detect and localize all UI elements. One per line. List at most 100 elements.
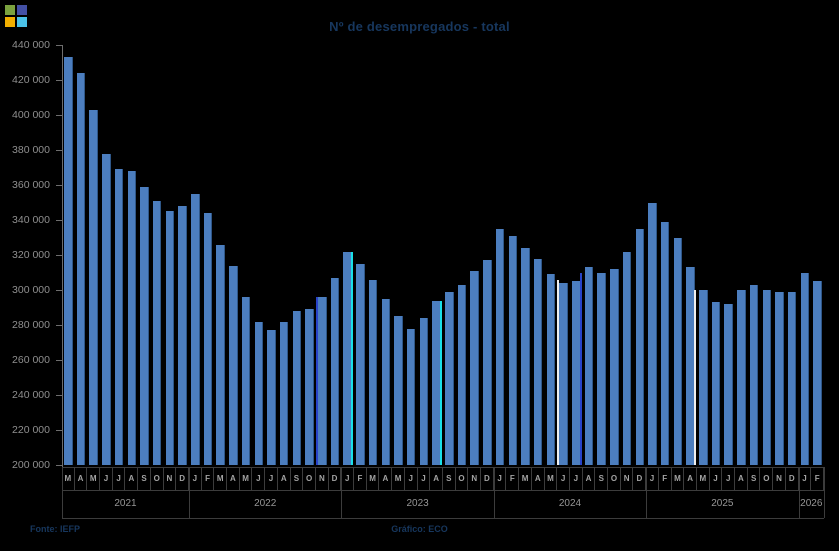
- bar[interactable]: [813, 281, 822, 466]
- bar[interactable]: [114, 169, 124, 466]
- bar[interactable]: [749, 284, 759, 466]
- y-axis-tick-label: 340 000: [12, 214, 50, 226]
- axis-band-line: [62, 467, 824, 468]
- bar[interactable]: [127, 171, 137, 465]
- bar[interactable]: [76, 73, 86, 465]
- year-separator: [493, 467, 495, 518]
- month-label-cell: M: [240, 467, 253, 490]
- bar[interactable]: [470, 270, 479, 466]
- bar[interactable]: [800, 272, 810, 465]
- bar[interactable]: [622, 251, 632, 465]
- y-axis-tick: [56, 290, 62, 291]
- bar[interactable]: [635, 228, 645, 466]
- bar[interactable]: [292, 311, 302, 465]
- bar[interactable]: [737, 290, 746, 465]
- bar[interactable]: [521, 248, 530, 465]
- y-axis-tick-label: 440 000: [12, 39, 50, 51]
- accent-strip: [579, 272, 582, 465]
- y-axis-tick: [56, 220, 62, 221]
- month-label-cell: N: [773, 467, 786, 490]
- bar[interactable]: [279, 321, 289, 465]
- month-label-cell: M: [672, 467, 685, 490]
- y-axis-tick: [56, 360, 62, 361]
- y-axis-tick-label: 200 000: [12, 459, 50, 471]
- bar[interactable]: [267, 330, 276, 466]
- month-label-cell: D: [176, 467, 189, 490]
- y-axis-tick: [56, 185, 62, 186]
- month-label-cell: F: [354, 467, 367, 490]
- year-separator: [798, 467, 800, 518]
- bar[interactable]: [381, 298, 391, 466]
- month-label-cell: A: [735, 467, 748, 490]
- bar[interactable]: [254, 321, 264, 465]
- bar[interactable]: [165, 211, 175, 466]
- bar[interactable]: [406, 328, 416, 465]
- app-logo-icon[interactable]: [5, 5, 28, 28]
- bar[interactable]: [356, 263, 365, 466]
- bar[interactable]: [229, 265, 238, 465]
- bar[interactable]: [152, 200, 162, 466]
- bar[interactable]: [102, 153, 111, 465]
- month-label-cell: J: [646, 467, 659, 490]
- bar[interactable]: [178, 206, 187, 465]
- bar[interactable]: [699, 290, 708, 465]
- bar[interactable]: [775, 291, 784, 466]
- month-label-cell: N: [316, 467, 329, 490]
- logo-square-green: [5, 5, 15, 15]
- bar[interactable]: [318, 297, 327, 465]
- year-label: 2021: [114, 498, 137, 509]
- bar[interactable]: [559, 283, 568, 465]
- month-label-cell: O: [303, 467, 316, 490]
- bar[interactable]: [216, 244, 225, 465]
- bar[interactable]: [368, 279, 378, 465]
- month-label-cell: S: [748, 467, 761, 490]
- month-label-cell: S: [138, 467, 151, 490]
- month-label-cell: D: [481, 467, 494, 490]
- bar[interactable]: [89, 109, 98, 466]
- bar[interactable]: [711, 302, 721, 466]
- bar[interactable]: [419, 318, 429, 465]
- bar[interactable]: [140, 186, 149, 466]
- bar[interactable]: [305, 309, 314, 466]
- bar[interactable]: [64, 57, 73, 466]
- y-axis-tick: [56, 430, 62, 431]
- month-label-cell: D: [634, 467, 647, 490]
- bar[interactable]: [610, 269, 619, 465]
- y-axis-tick-label: 260 000: [12, 354, 50, 366]
- bar[interactable]: [495, 228, 505, 466]
- bar[interactable]: [648, 202, 657, 465]
- bar[interactable]: [508, 235, 518, 466]
- y-axis-tick-label: 380 000: [12, 144, 50, 156]
- year-label: 2022: [254, 498, 277, 509]
- bar[interactable]: [660, 221, 670, 466]
- month-label-cell: M: [214, 467, 228, 490]
- month-label-cell: F: [811, 467, 824, 490]
- bar[interactable]: [724, 304, 733, 465]
- bar[interactable]: [241, 297, 251, 465]
- bar[interactable]: [673, 237, 683, 465]
- bar[interactable]: [191, 193, 200, 466]
- bar[interactable]: [457, 284, 467, 466]
- year-label: 2026: [800, 498, 823, 509]
- month-label-cell: N: [164, 467, 177, 490]
- y-axis-tick: [56, 465, 62, 466]
- bar[interactable]: [787, 291, 797, 466]
- y-axis-tick-label: 300 000: [12, 284, 50, 296]
- month-label-cell: J: [494, 467, 507, 490]
- month-label-cell: M: [367, 467, 380, 490]
- bar[interactable]: [546, 274, 556, 466]
- bar[interactable]: [533, 258, 543, 465]
- bar[interactable]: [203, 213, 213, 465]
- month-label-cell: A: [430, 467, 443, 490]
- bar[interactable]: [483, 260, 492, 466]
- bar[interactable]: [394, 316, 403, 466]
- bar[interactable]: [762, 290, 772, 465]
- bar[interactable]: [330, 277, 340, 466]
- y-axis-tick: [56, 115, 62, 116]
- bar[interactable]: [597, 272, 606, 465]
- bar[interactable]: [584, 267, 594, 466]
- month-label-cell: S: [443, 467, 456, 490]
- month-label-cell: O: [608, 467, 621, 490]
- bar[interactable]: [445, 291, 454, 466]
